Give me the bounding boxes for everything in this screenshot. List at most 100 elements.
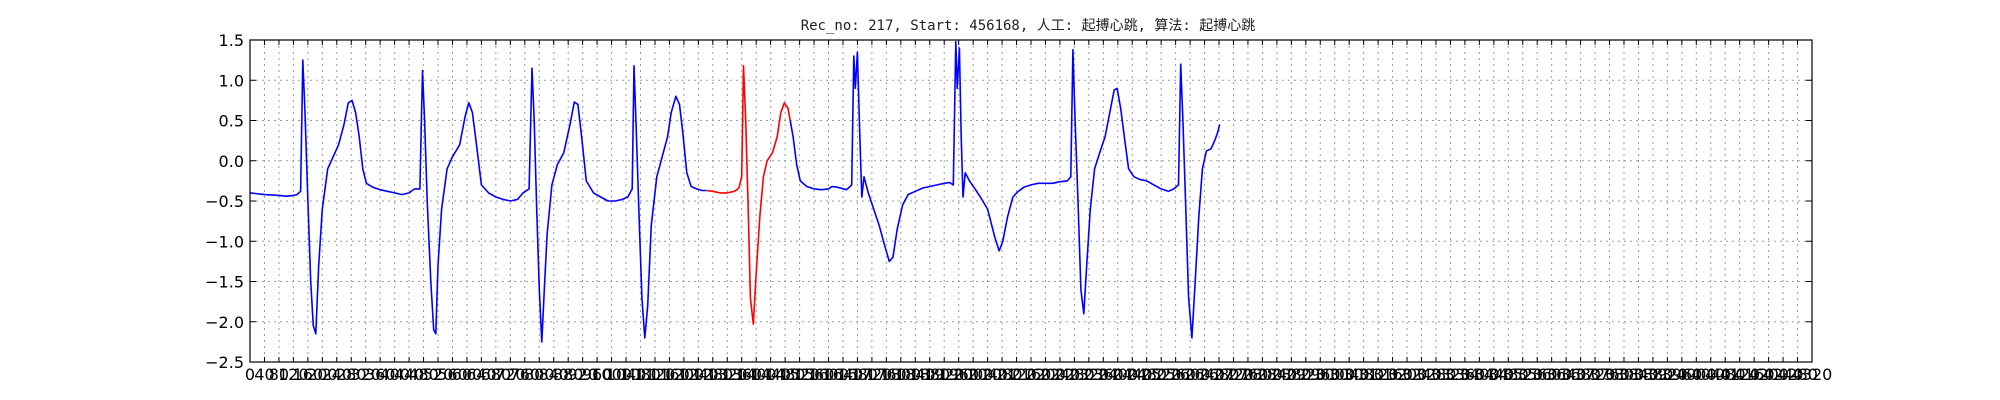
- x-tick-label: 720: [495, 365, 526, 384]
- x-tick-label: 4200: [1748, 365, 1789, 384]
- x-tick-label: 2360: [1083, 365, 1124, 384]
- x-tick-label: 3040: [1329, 365, 1370, 384]
- x-tick-label: 560: [437, 365, 468, 384]
- x-tick-label: 0: [245, 365, 255, 384]
- x-tick-label: 2800: [1242, 365, 1283, 384]
- grid: [250, 40, 1812, 362]
- x-tick-label: 4080: [1705, 365, 1746, 384]
- x-tick-label: 1720: [852, 365, 893, 384]
- x-tick-label: 320: [350, 365, 381, 384]
- series-line-0: [249, 59, 707, 343]
- series-line-2: [789, 40, 1221, 339]
- x-tick-label: 2480: [1126, 365, 1167, 384]
- x-tick-label: 3880: [1633, 365, 1674, 384]
- x-tick-label: 2320: [1068, 365, 1109, 384]
- y-tick-label: −0.5: [205, 192, 244, 211]
- y-tick-label: −1.0: [205, 232, 244, 251]
- x-tick-label: 1920: [924, 365, 965, 384]
- x-tick-label: 2840: [1257, 365, 1298, 384]
- y-tick-label: −1.5: [205, 273, 244, 292]
- x-tick-label: 3080: [1343, 365, 1384, 384]
- x-tick-label: 1440: [750, 365, 791, 384]
- x-tick-label: 520: [423, 365, 454, 384]
- x-tick-label: 360: [365, 365, 396, 384]
- x-tick-label: 3520: [1502, 365, 1543, 384]
- x-tick-label: 3960: [1661, 365, 1702, 384]
- x-tick-label: 840: [538, 365, 569, 384]
- y-tick-label: 0.0: [219, 152, 244, 171]
- x-tick-label: 3560: [1517, 365, 1558, 384]
- x-tick-label: 3600: [1531, 365, 1572, 384]
- x-tick-label: 3400: [1459, 365, 1500, 384]
- x-tick-label: 3840: [1618, 365, 1659, 384]
- x-tick-label: 1480: [765, 365, 806, 384]
- x-tick-label: 1840: [895, 365, 936, 384]
- x-tick-label: 3160: [1372, 365, 1413, 384]
- x-tick-label: 1120: [635, 365, 676, 384]
- x-tick-label: 1880: [909, 365, 950, 384]
- x-tick-label: 40: [254, 365, 274, 384]
- x-tick-label: 3720: [1575, 365, 1616, 384]
- x-tick-label: 1360: [721, 365, 762, 384]
- x-tick-label: 1080: [620, 365, 661, 384]
- x-tick-label: 2000: [953, 365, 994, 384]
- x-tick-label: 920: [567, 365, 598, 384]
- x-tick-label: 2040: [967, 365, 1008, 384]
- x-tick-label: 4280: [1777, 365, 1818, 384]
- x-tick-label: 1240: [678, 365, 719, 384]
- series-line-1: [706, 65, 791, 325]
- x-tick-label: 1960: [938, 365, 979, 384]
- x-tick-label: 280: [336, 365, 367, 384]
- x-tick-label: 3320: [1430, 365, 1471, 384]
- x-tick-label: 2920: [1285, 365, 1326, 384]
- x-tick-label: 1200: [664, 365, 705, 384]
- x-tick-label: 4240: [1763, 365, 1804, 384]
- y-axis: 1.5 1.0 0.5 0.0 −0.5 −1.0 −1.5 −2.0 −2.5: [205, 31, 1812, 372]
- x-tick-label: 2760: [1228, 365, 1269, 384]
- x-tick-label: 3760: [1589, 365, 1630, 384]
- x-tick-label: 2640: [1184, 365, 1225, 384]
- x-tick-label: 880: [553, 365, 584, 384]
- x-tick-label: 2880: [1271, 365, 1312, 384]
- x-tick-label: 1680: [837, 365, 878, 384]
- x-tick-label: 1320: [707, 365, 748, 384]
- x-tick-label: 1400: [736, 365, 777, 384]
- x-tick-label: 1600: [808, 365, 849, 384]
- x-tick-label: 3800: [1604, 365, 1645, 384]
- x-tick-label: 200: [307, 365, 338, 384]
- x-tick-label: 2080: [982, 365, 1023, 384]
- x-tick-label: 960: [582, 365, 613, 384]
- x-tick-label: 3480: [1488, 365, 1529, 384]
- x-tick-label: 2600: [1170, 365, 1211, 384]
- x-tick-label: 640: [466, 365, 497, 384]
- x-tick-label: 4160: [1734, 365, 1775, 384]
- x-tick-label: 800: [524, 365, 555, 384]
- x-tick-label: 480: [408, 365, 439, 384]
- x-tick-label: 2720: [1213, 365, 1254, 384]
- x-tick-label: 1520: [779, 365, 820, 384]
- x-tick-label: 760: [510, 365, 541, 384]
- x-tick-label: 1040: [606, 365, 647, 384]
- x-tick-label: 3280: [1416, 365, 1457, 384]
- x-axis: 0 408012016020024028032036040044048052056…: [245, 40, 1832, 384]
- x-tick-label: 2200: [1025, 365, 1066, 384]
- x-tick-label: 3440: [1473, 365, 1514, 384]
- x-tick-label: 400: [379, 365, 410, 384]
- y-tick-label: 1.0: [219, 71, 244, 90]
- x-tick-label: 3200: [1387, 365, 1428, 384]
- y-tick-label: 0.5: [219, 112, 244, 131]
- x-tick-label: 2680: [1199, 365, 1240, 384]
- x-tick-label: 3240: [1401, 365, 1442, 384]
- x-tick-label: 2160: [1011, 365, 1052, 384]
- x-tick-label: 2400: [1097, 365, 1138, 384]
- x-tick-label: 1800: [880, 365, 921, 384]
- x-tick-label: 1160: [649, 365, 690, 384]
- x-tick-label: 80: [269, 365, 289, 384]
- x-tick-label: 4000: [1676, 365, 1717, 384]
- chart-title: Rec_no: 217, Start: 456168, 人工: 起搏心跳, 算法…: [801, 17, 1256, 34]
- x-tick-label: 240: [322, 365, 353, 384]
- x-tick-label: 680: [481, 365, 512, 384]
- x-tick-label: 3360: [1445, 365, 1486, 384]
